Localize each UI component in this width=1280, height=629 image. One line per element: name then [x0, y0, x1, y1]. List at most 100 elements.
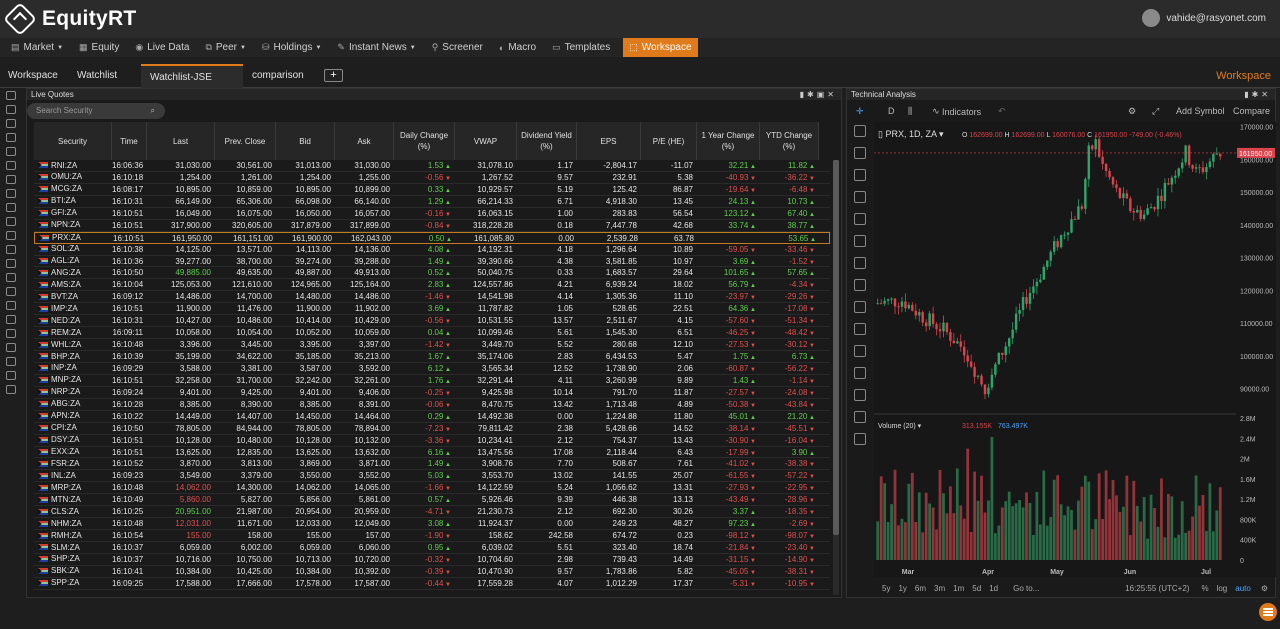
sidebar-tool-icon[interactable] [6, 203, 16, 212]
table-row[interactable]: CPI:ZA 16:10:50 78,805.00 84,944.00 78,805.0… [34, 423, 830, 435]
table-row[interactable]: WHL:ZA 16:10:48 3,396.00 3,445.00 3,395.00 3,… [34, 339, 830, 351]
tab-workspace[interactable]: Workspace [8, 64, 68, 88]
table-row[interactable]: SOL:ZA 16:10:38 14,125.00 13,571.00 14,113.0… [34, 244, 830, 256]
column-header[interactable]: Dividend Yield (%) [517, 122, 577, 160]
table-row[interactable]: BTI:ZA 16:10:31 66,149.00 65,306.00 66,098.0… [34, 196, 830, 208]
column-header[interactable]: P/E (HE) [641, 122, 697, 160]
bookmark-icon[interactable]: ▮ [1244, 90, 1252, 99]
sidebar-tool-icon[interactable] [6, 217, 16, 226]
sidebar-tool-icon[interactable] [6, 175, 16, 184]
sidebar-tool-icon[interactable] [6, 231, 16, 240]
menu-workspace[interactable]: ⬚ Workspace [623, 38, 698, 57]
add-tab-button[interactable]: + [324, 69, 343, 82]
table-row[interactable]: CLS:ZA 16:10:25 20,951.00 21,987.00 20,954.0… [34, 506, 830, 519]
table-row[interactable]: OMU:ZA 16:10:18 1,254.00 1,261.00 1,254.00 1,… [34, 172, 830, 184]
table-row[interactable]: BHP:ZA 16:10:39 35,199.00 34,622.00 35,185.0… [34, 351, 830, 363]
table-row[interactable]: GFI:ZA 16:10:51 16,049.00 16,075.00 16,050.0… [34, 208, 830, 220]
menu-peer[interactable]: ⧉ Peer ▼ [202, 38, 249, 57]
line-tool-icon[interactable] [854, 125, 866, 137]
fullscreen-icon[interactable]: ⤢ [1152, 106, 1160, 116]
table-row[interactable]: MRP:ZA 16:10:48 14,062.00 14,300.00 14,062.0… [34, 482, 830, 495]
layers-icon[interactable] [854, 411, 866, 423]
column-header[interactable]: EPS [577, 122, 641, 160]
table-row[interactable]: PRX:ZA 16:10:51 161,950.00 161,151.00 161,90… [34, 231, 830, 244]
menu-holdings[interactable]: ⛁ Holdings ▼ [259, 38, 324, 57]
table-row[interactable]: NHM:ZA 16:10:48 12,031.00 11,671.00 12,033.0… [34, 518, 830, 531]
sidebar-tool-icon[interactable] [6, 371, 16, 380]
tab-watchlist-jse[interactable]: Watchlist-JSE [141, 64, 243, 88]
column-header[interactable]: Time [112, 122, 147, 160]
magnet-tool-icon[interactable] [854, 323, 866, 335]
lock-drawings-icon[interactable] [854, 345, 866, 357]
user-menu[interactable]: vahide@rasyonet.com [1142, 9, 1266, 27]
sidebar-tool-icon[interactable] [6, 133, 16, 142]
sidebar-tool-icon[interactable] [6, 329, 16, 338]
table-row[interactable]: AMS:ZA 16:10:04 125,053.00 121,610.00 124,96… [34, 279, 830, 292]
range-1m[interactable]: 1m [953, 583, 965, 593]
table-row[interactable]: BVT:ZA 16:09:12 14,486.00 14,700.00 14,480.0… [34, 291, 830, 304]
zoom-tool-icon[interactable] [854, 301, 866, 313]
range-6m[interactable]: 6m [914, 583, 927, 593]
table-row[interactable]: ABG:ZA 16:10:28 8,385.00 8,390.00 8,385.00 8,… [34, 399, 830, 411]
search-input[interactable]: Search Security ⌕ [27, 103, 165, 119]
table-row[interactable]: AGL:ZA 16:10:36 39,277.00 38,700.00 39,274.0… [34, 256, 830, 268]
interval-button[interactable]: D [888, 106, 895, 116]
scrollbar-thumb[interactable] [833, 160, 839, 535]
scale-percent-button[interactable]: % [1201, 583, 1209, 593]
menu-market[interactable]: ▤ Market ▼ [8, 38, 66, 57]
scale-auto-button[interactable]: auto [1235, 583, 1251, 593]
table-row[interactable]: SLM:ZA 16:10:37 6,059.00 6,002.00 6,059.00 6,… [34, 542, 830, 554]
sidebar-tool-icon[interactable] [6, 357, 16, 366]
menu-screener[interactable]: ⚲ Screener [429, 38, 486, 57]
sidebar-tool-icon[interactable] [6, 189, 16, 198]
menu-equity[interactable]: ▦ Equity [76, 38, 122, 57]
sidebar-tool-icon[interactable] [6, 119, 16, 128]
range-5y[interactable]: 5y [882, 583, 891, 593]
sidebar-tool-icon[interactable] [6, 161, 16, 170]
brush-tool-icon[interactable] [854, 147, 866, 159]
bookmark-icon[interactable]: ▮ [799, 90, 808, 99]
column-header[interactable]: Last [147, 122, 215, 160]
floating-menu-button[interactable] [1259, 603, 1277, 621]
column-header[interactable]: Ask [335, 122, 394, 160]
goto-date-button[interactable]: Go to... [1013, 583, 1040, 593]
undo-icon[interactable]: ↶ [998, 106, 1006, 116]
fib-tool-icon[interactable] [854, 235, 866, 247]
column-header[interactable]: Security [34, 122, 112, 160]
unlock-icon[interactable] [854, 367, 866, 379]
range-3m[interactable]: 3m [934, 583, 946, 593]
crosshair-icon[interactable]: ✛ [856, 106, 864, 116]
sidebar-tool-icon[interactable] [6, 343, 16, 352]
sidebar-tool-icon[interactable] [6, 259, 16, 268]
column-header[interactable]: Prev. Close [215, 122, 276, 160]
add-symbol-button[interactable]: Add Symbol [1176, 106, 1225, 116]
tab-watchlist[interactable]: Watchlist [77, 64, 137, 88]
range-5d[interactable]: 5d [972, 583, 982, 593]
table-row[interactable]: RMH:ZA 16:10:54 155.00 158.00 155.00 157.00 -1… [34, 530, 830, 542]
column-header[interactable]: 1 Year Change (%) [697, 122, 760, 160]
table-row[interactable]: INP:ZA 16:09:29 3,588.00 3,381.00 3,587.00 3,… [34, 363, 830, 375]
menu-templates[interactable]: ▭ Templates [549, 38, 613, 57]
range-1y[interactable]: 1y [898, 583, 907, 593]
menu-instant-news[interactable]: ✎ Instant News ▼ [334, 38, 418, 57]
pattern-tool-icon[interactable] [854, 213, 866, 225]
tab-comparison[interactable]: comparison [252, 64, 322, 88]
range-1d[interactable]: 1d [989, 583, 999, 593]
arrow-tool-icon[interactable] [854, 257, 866, 269]
table-row[interactable]: MNP:ZA 16:10:51 32,258.00 31,700.00 32,242.0… [34, 375, 830, 387]
sidebar-tool-icon[interactable] [6, 147, 16, 156]
pen-tool-icon[interactable] [854, 169, 866, 181]
table-row[interactable]: NRP:ZA 16:09:24 9,401.00 9,425.00 9,401.00 9,… [34, 387, 830, 399]
close-icon[interactable]: ✕ [827, 90, 837, 99]
column-header[interactable]: Bid [276, 122, 335, 160]
menu-macro[interactable]: ◐ Macro [496, 38, 539, 57]
sidebar-tool-icon[interactable] [6, 287, 16, 296]
table-row[interactable]: SPP:ZA 16:09:25 17,588.00 17,666.00 17,578.0… [34, 578, 830, 590]
column-header[interactable]: VWAP [455, 122, 517, 160]
compare-button[interactable]: Compare [1233, 106, 1271, 116]
table-row[interactable]: EXX:ZA 16:10:51 13,625.00 12,835.00 13,625.0… [34, 447, 830, 459]
table-row[interactable]: MCG:ZA 16:08:17 10,895.00 10,859.00 10,895.0… [34, 184, 830, 196]
ruler-tool-icon[interactable] [854, 279, 866, 291]
sidebar-tool-icon[interactable] [6, 105, 16, 114]
candles-icon[interactable]: ⫼ [908, 106, 913, 116]
